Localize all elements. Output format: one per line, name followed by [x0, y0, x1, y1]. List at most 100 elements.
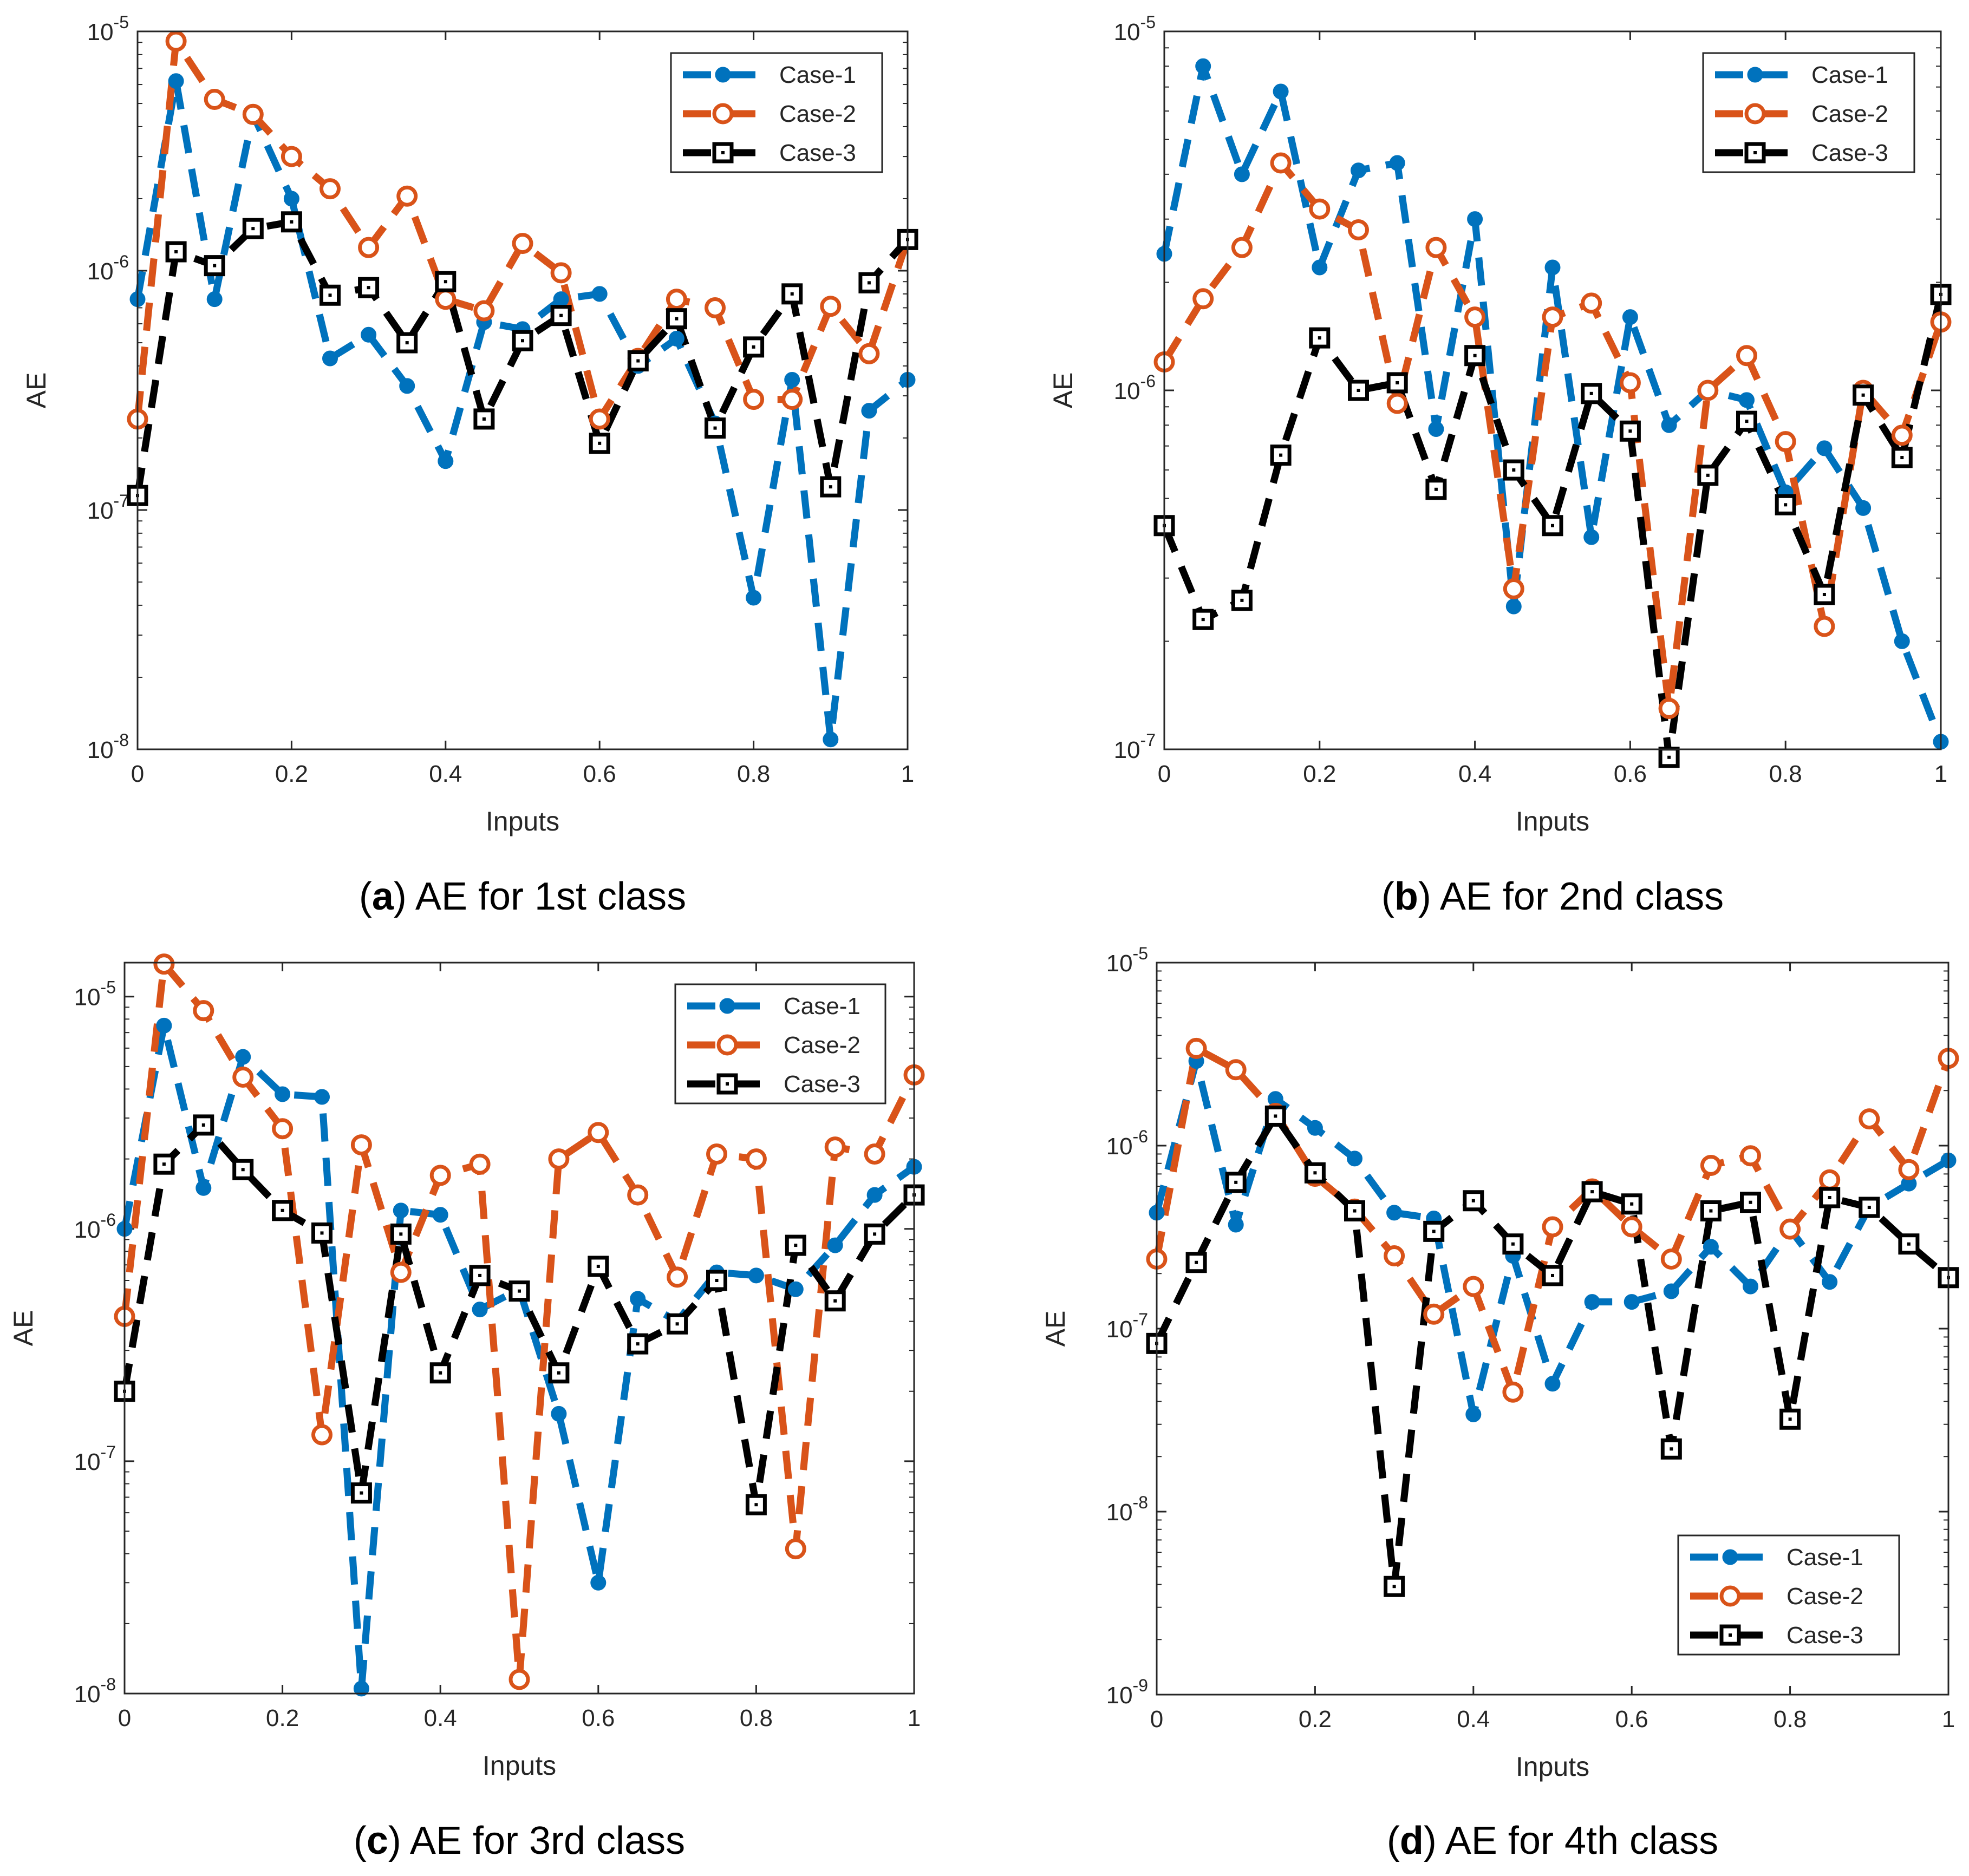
data-point: [508, 1280, 530, 1302]
data-point: [824, 1290, 846, 1312]
data-point: [1307, 1120, 1323, 1136]
legend-label: Case-1: [779, 62, 856, 88]
data-point: [429, 1165, 451, 1186]
data-point: [472, 1302, 488, 1318]
x-tick-label: 0.4: [424, 1705, 457, 1731]
data-point: [512, 233, 533, 254]
series-markers-case-3: [127, 211, 918, 506]
square-marker-center: [162, 1162, 166, 1166]
data-point: [1853, 384, 1874, 406]
square-marker-center: [405, 341, 409, 345]
data-point: [785, 1234, 806, 1256]
legend: Case-1 Case-2 Case-3: [670, 52, 883, 173]
y-tick-label: 10-9: [1106, 1676, 1148, 1709]
data-point: [204, 89, 225, 110]
square-marker-outline: [1542, 1265, 1563, 1286]
square-marker-center: [598, 441, 602, 445]
data-point: [627, 1333, 649, 1355]
square-marker-center: [1353, 1209, 1357, 1213]
square-marker-center: [557, 1371, 560, 1375]
data-point: [824, 1136, 846, 1158]
data-point: [1464, 306, 1486, 328]
y-tick-label: 10-6: [87, 252, 129, 285]
square-marker-center: [1512, 468, 1516, 472]
y-axis-label: AE: [21, 372, 51, 409]
data-point: [275, 1086, 291, 1102]
y-axis-label: AE: [8, 1310, 38, 1346]
panel-caption: (c) AE for 3rd class: [354, 1819, 685, 1862]
data-point: [361, 326, 377, 343]
data-point: [781, 389, 803, 410]
data-point: [866, 1187, 883, 1203]
square-marker-center: [241, 1168, 245, 1172]
square-marker-center: [1551, 1273, 1554, 1277]
legend-label: Case-1: [1787, 1544, 1863, 1571]
x-tick-label: 0.4: [1457, 1706, 1490, 1733]
square-marker-center: [1396, 381, 1399, 384]
series-line-case-1: [121, 1022, 916, 1692]
square-marker-center: [1318, 336, 1321, 340]
square-marker-center: [328, 293, 332, 297]
data-point: [1621, 1216, 1642, 1238]
data-point: [193, 1000, 214, 1022]
data-point: [1503, 578, 1524, 600]
data-point: [1779, 1408, 1801, 1430]
square-marker-center: [829, 485, 832, 489]
data-point: [1386, 372, 1408, 394]
data-point: [311, 1424, 332, 1446]
y-tick-label: 10-6: [1114, 371, 1156, 404]
square-marker-center: [1473, 354, 1477, 357]
y-tick-label: 10-7: [1114, 730, 1156, 763]
square-marker-center: [1590, 1190, 1594, 1194]
square-marker-center: [1195, 1260, 1198, 1264]
legend-label: Case-3: [1787, 1622, 1863, 1649]
legend-marker: [716, 1034, 738, 1056]
square-marker-center: [794, 1244, 798, 1247]
square-marker-center: [1900, 456, 1904, 460]
square-marker-center: [636, 359, 640, 363]
data-point: [820, 476, 842, 498]
data-point: [1743, 1278, 1758, 1295]
data-point: [1894, 633, 1910, 649]
square-marker-outline: [1891, 447, 1913, 468]
data-point: [1428, 421, 1444, 437]
data-point: [1386, 1205, 1403, 1221]
legend-label: Case-3: [1811, 140, 1888, 166]
y-tick-label: 10-5: [1106, 944, 1148, 977]
data-point: [469, 1153, 491, 1175]
data-point: [589, 408, 610, 430]
data-point: [195, 1180, 212, 1196]
data-point: [588, 1256, 609, 1277]
data-point: [1384, 1576, 1405, 1597]
square-marker-center: [833, 1299, 837, 1303]
square-marker-center: [1279, 453, 1283, 457]
legend-marker: [715, 67, 731, 83]
square-marker-center: [201, 1123, 205, 1127]
data-point: [320, 178, 341, 200]
square-marker-outline: [705, 417, 726, 439]
square-marker-center: [559, 313, 563, 317]
square-marker-outline: [743, 336, 765, 358]
square-marker-center: [1709, 1209, 1713, 1213]
y-tick-label: 10-8: [87, 730, 129, 763]
data-point: [588, 1122, 609, 1143]
data-point: [1423, 1303, 1445, 1325]
square-marker-center: [636, 1342, 640, 1346]
square-marker-center: [1434, 487, 1438, 491]
data-point: [473, 408, 495, 430]
square-marker-center: [320, 1231, 324, 1235]
data-point: [242, 103, 264, 125]
data-point: [1621, 1193, 1642, 1215]
square-marker-center: [251, 227, 255, 231]
square-marker-outline: [473, 408, 495, 430]
data-point: [548, 1362, 570, 1384]
square-marker-center: [1630, 1202, 1634, 1206]
legend-marker: [1744, 103, 1766, 125]
data-point: [396, 332, 418, 354]
x-tick-label: 0.4: [429, 761, 462, 787]
data-point: [281, 211, 302, 233]
data-point: [512, 330, 533, 351]
data-point: [785, 1538, 806, 1560]
square-marker-center: [1201, 618, 1205, 622]
